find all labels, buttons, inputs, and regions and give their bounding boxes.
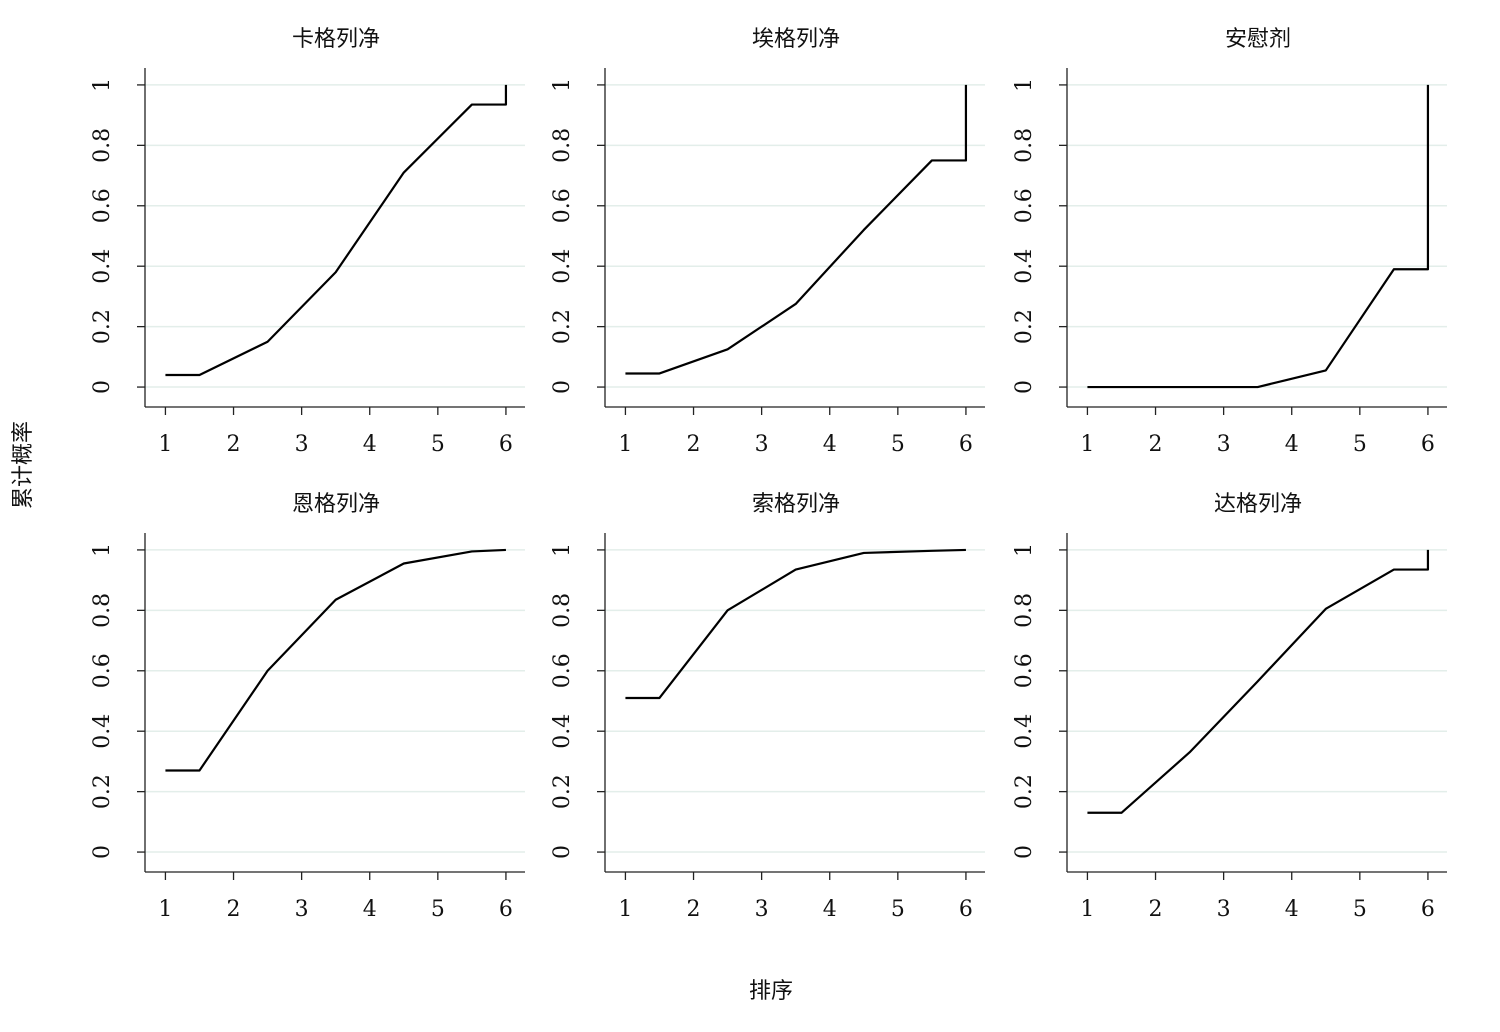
x-tick-label: 2 bbox=[1149, 897, 1163, 922]
cumulative-line bbox=[1087, 549, 1430, 814]
y-tick-label: 0.2 bbox=[550, 774, 575, 809]
x-tick-label: 5 bbox=[891, 897, 905, 922]
x-tick-label: 6 bbox=[499, 432, 513, 457]
y-tick-label: 0 bbox=[550, 845, 575, 859]
x-tick-label: 6 bbox=[499, 897, 513, 922]
x-tick-label: 2 bbox=[227, 432, 241, 457]
x-tick-label: 3 bbox=[755, 897, 769, 922]
y-tick-label: 1 bbox=[1012, 78, 1037, 92]
y-tick-label: 0.4 bbox=[90, 714, 115, 749]
x-tick-label: 2 bbox=[687, 432, 701, 457]
y-tick-label: 0.8 bbox=[90, 128, 115, 163]
x-tick-label: 3 bbox=[295, 897, 309, 922]
x-tick-label: 5 bbox=[1353, 897, 1367, 922]
x-tick-label: 1 bbox=[1080, 897, 1094, 922]
x-tick-label: 4 bbox=[1285, 897, 1299, 922]
x-tick-label: 2 bbox=[1149, 432, 1163, 457]
subplot-title: 安慰剂 bbox=[1225, 27, 1291, 52]
x-tick-label: 4 bbox=[823, 432, 837, 457]
y-axis-title: 累计概率 bbox=[11, 421, 36, 509]
x-tick-label: 4 bbox=[823, 897, 837, 922]
y-tick-label: 1 bbox=[90, 543, 115, 557]
subplot-title: 埃格列净 bbox=[752, 27, 840, 52]
x-tick-label: 3 bbox=[755, 432, 769, 457]
subplot: 索格列净 0 0.2 0.4 0.6 0.8 1 1 2 3 4 5 6 bbox=[550, 492, 985, 922]
y-tick-label: 1 bbox=[550, 543, 575, 557]
y-tick-label: 0.6 bbox=[90, 653, 115, 688]
y-tick-label: 1 bbox=[550, 78, 575, 92]
subplot-title: 卡格列净 bbox=[292, 27, 380, 52]
y-tick-label: 1 bbox=[90, 78, 115, 92]
y-tick-label: 0.2 bbox=[1012, 774, 1037, 809]
y-tick-label: 0 bbox=[550, 380, 575, 394]
y-tick-label: 0.8 bbox=[550, 128, 575, 163]
y-tick-label: 0.4 bbox=[1012, 249, 1037, 284]
y-tick-label: 0.4 bbox=[1012, 714, 1037, 749]
x-tick-label: 2 bbox=[687, 897, 701, 922]
y-tick-label: 0 bbox=[1012, 380, 1037, 394]
x-tick-label: 1 bbox=[1080, 432, 1094, 457]
subplot-title: 恩格列净 bbox=[292, 492, 380, 517]
x-tick-label: 6 bbox=[959, 432, 973, 457]
x-tick-label: 4 bbox=[363, 897, 377, 922]
subplot: 恩格列净 0 0.2 0.4 0.6 0.8 1 1 2 3 4 5 6 bbox=[90, 492, 525, 922]
y-tick-label: 0.2 bbox=[90, 774, 115, 809]
x-tick-label: 1 bbox=[618, 432, 632, 457]
x-tick-label: 5 bbox=[431, 897, 445, 922]
x-tick-label: 4 bbox=[363, 432, 377, 457]
x-tick-label: 2 bbox=[227, 897, 241, 922]
y-tick-label: 0.6 bbox=[550, 188, 575, 223]
x-tick-label: 6 bbox=[1421, 897, 1435, 922]
y-tick-label: 0.4 bbox=[550, 249, 575, 284]
cumulative-line bbox=[625, 84, 968, 375]
y-tick-label: 0.2 bbox=[550, 309, 575, 344]
y-tick-label: 0.2 bbox=[90, 309, 115, 344]
y-tick-label: 0 bbox=[90, 380, 115, 394]
y-tick-label: 0.4 bbox=[550, 714, 575, 749]
y-tick-label: 0.6 bbox=[90, 188, 115, 223]
y-tick-label: 0.6 bbox=[550, 653, 575, 688]
y-tick-label: 1 bbox=[1012, 543, 1037, 557]
x-tick-label: 1 bbox=[618, 897, 632, 922]
subplot: 卡格列净 0 0.2 0.4 0.6 0.8 1 1 2 3 4 5 6 bbox=[90, 27, 525, 457]
y-tick-label: 0.8 bbox=[550, 593, 575, 628]
subplot-title: 索格列净 bbox=[752, 492, 840, 517]
cumulative-line bbox=[625, 548, 966, 700]
y-tick-label: 0.4 bbox=[90, 249, 115, 284]
x-tick-label: 6 bbox=[1421, 432, 1435, 457]
x-tick-label: 3 bbox=[1217, 432, 1231, 457]
x-tick-label: 1 bbox=[158, 897, 172, 922]
y-tick-label: 0.2 bbox=[1012, 309, 1037, 344]
x-tick-label: 3 bbox=[295, 432, 309, 457]
y-tick-label: 0.8 bbox=[1012, 128, 1037, 163]
x-tick-label: 4 bbox=[1285, 432, 1299, 457]
x-tick-label: 3 bbox=[1217, 897, 1231, 922]
x-tick-label: 5 bbox=[431, 432, 445, 457]
cumulative-line bbox=[1087, 84, 1430, 389]
y-tick-label: 0.8 bbox=[90, 593, 115, 628]
x-tick-label: 1 bbox=[158, 432, 172, 457]
y-tick-label: 0 bbox=[1012, 845, 1037, 859]
x-axis-title: 排序 bbox=[749, 979, 793, 1004]
y-tick-label: 0.6 bbox=[1012, 653, 1037, 688]
subplot: 安慰剂 0 0.2 0.4 0.6 0.8 1 1 2 3 4 5 6 bbox=[1012, 27, 1447, 457]
subplot: 达格列净 0 0.2 0.4 0.6 0.8 1 1 2 3 4 5 6 bbox=[1012, 492, 1447, 922]
y-tick-label: 0.8 bbox=[1012, 593, 1037, 628]
cumulative-line bbox=[165, 548, 506, 772]
subplot-title: 达格列净 bbox=[1214, 492, 1302, 517]
x-tick-label: 6 bbox=[959, 897, 973, 922]
y-tick-label: 0 bbox=[90, 845, 115, 859]
subplot: 埃格列净 0 0.2 0.4 0.6 0.8 1 1 2 3 4 5 6 bbox=[550, 27, 985, 457]
x-tick-label: 5 bbox=[1353, 432, 1367, 457]
x-tick-label: 5 bbox=[891, 432, 905, 457]
cumulative-line bbox=[165, 84, 508, 377]
y-tick-label: 0.6 bbox=[1012, 188, 1037, 223]
